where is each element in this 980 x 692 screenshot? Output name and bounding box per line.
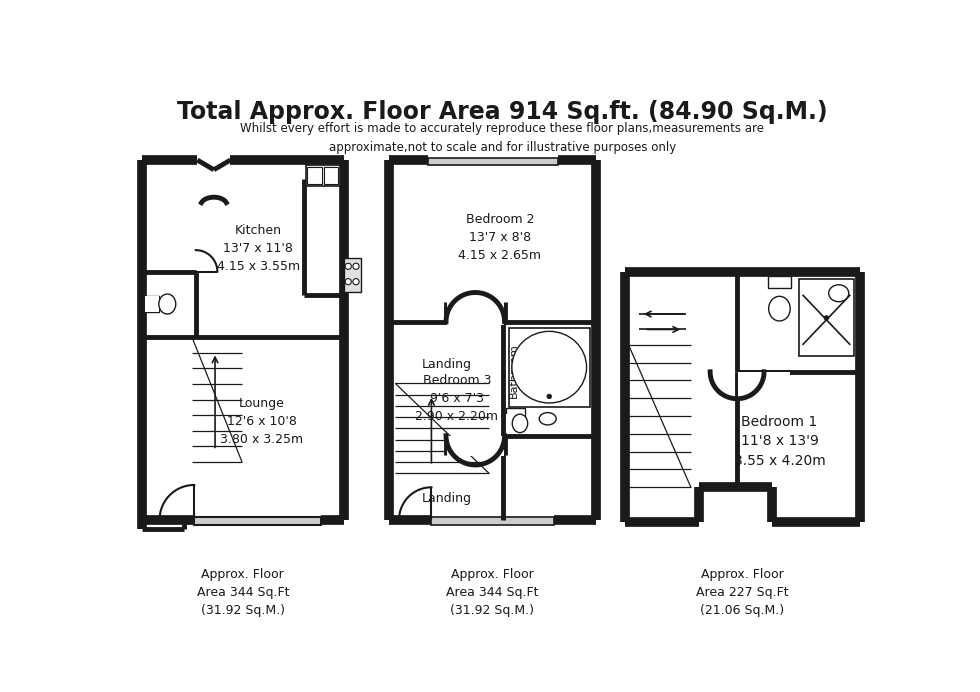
Circle shape — [353, 263, 359, 269]
Bar — [145, 296, 159, 311]
Bar — [431, 518, 554, 525]
Text: Approx. Floor
Area 344 Sq.Ft
(31.92 Sq.M.): Approx. Floor Area 344 Sq.Ft (31.92 Sq.M… — [197, 568, 289, 617]
Ellipse shape — [768, 296, 790, 321]
Bar — [447, 436, 504, 456]
Bar — [506, 408, 524, 419]
Bar — [308, 167, 322, 184]
Circle shape — [824, 316, 829, 320]
Circle shape — [345, 279, 352, 285]
Text: Bedroom 1
11'8 x 13'9
3.55 x 4.20m: Bedroom 1 11'8 x 13'9 3.55 x 4.20m — [734, 415, 825, 468]
Text: Total Approx. Floor Area 914 Sq.ft. (84.90 Sq.M.): Total Approx. Floor Area 914 Sq.ft. (84.… — [177, 100, 827, 125]
Text: Whilst every effort is made to accurately reproduce these floor plans,measuremen: Whilst every effort is made to accuratel… — [240, 122, 764, 154]
Text: Landing: Landing — [421, 491, 471, 504]
Text: Landing: Landing — [421, 358, 471, 371]
Ellipse shape — [513, 414, 527, 432]
Bar — [506, 414, 524, 422]
Bar — [768, 275, 791, 288]
Bar — [344, 258, 361, 292]
Bar — [194, 518, 320, 525]
Text: Lounge
12'6 x 10'8
3.80 x 3.25m: Lounge 12'6 x 10'8 3.80 x 3.25m — [220, 397, 304, 446]
Bar — [738, 372, 790, 400]
Bar — [768, 296, 791, 309]
Bar — [323, 167, 338, 184]
Bar — [306, 165, 340, 186]
Ellipse shape — [159, 294, 175, 314]
Bar — [510, 328, 590, 407]
Circle shape — [353, 279, 359, 285]
Text: Approx. Floor
Area 344 Sq.Ft
(31.92 Sq.M.): Approx. Floor Area 344 Sq.Ft (31.92 Sq.M… — [446, 568, 538, 617]
Text: Bathroom: Bathroom — [509, 344, 518, 399]
Ellipse shape — [539, 412, 557, 425]
Ellipse shape — [829, 285, 849, 302]
Circle shape — [547, 394, 552, 399]
Ellipse shape — [512, 331, 587, 403]
Text: Bedroom 3
9'6 x 7'3
2.90 x 2.20m: Bedroom 3 9'6 x 7'3 2.90 x 2.20m — [416, 374, 498, 424]
Bar — [145, 296, 159, 311]
Text: Approx. Floor
Area 227 Sq.Ft
(21.06 Sq.M.): Approx. Floor Area 227 Sq.Ft (21.06 Sq.M… — [696, 568, 789, 617]
Text: Kitchen
13'7 x 11'8
4.15 x 3.55m: Kitchen 13'7 x 11'8 4.15 x 3.55m — [217, 224, 300, 273]
Bar — [799, 280, 855, 356]
Circle shape — [345, 263, 352, 269]
Bar — [447, 302, 504, 325]
Text: Bedroom 2
13'7 x 8'8
4.15 x 2.65m: Bedroom 2 13'7 x 8'8 4.15 x 2.65m — [459, 212, 541, 262]
Bar — [427, 158, 558, 165]
